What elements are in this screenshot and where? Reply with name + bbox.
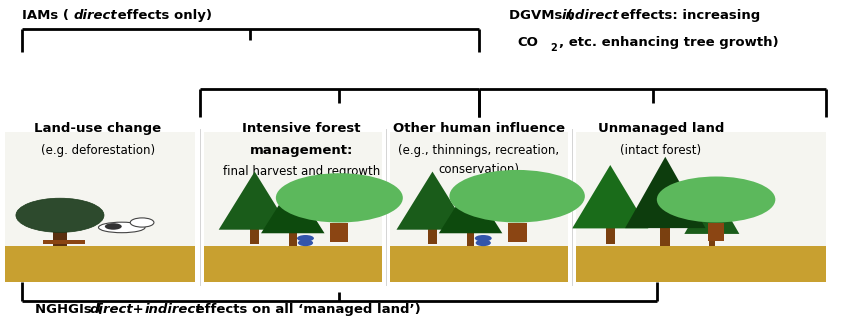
- Circle shape: [276, 173, 403, 222]
- Circle shape: [475, 235, 492, 242]
- Bar: [204, 246, 382, 282]
- Text: (e.g. deforestation): (e.g. deforestation): [41, 144, 155, 157]
- Bar: [390, 246, 568, 282]
- Text: effects: increasing: effects: increasing: [616, 9, 761, 22]
- Bar: [331, 222, 349, 242]
- Bar: [250, 224, 259, 244]
- Bar: [577, 246, 826, 282]
- Bar: [508, 222, 527, 242]
- Text: effects on all ‘managed land’): effects on all ‘managed land’): [191, 303, 421, 316]
- Text: Other human influence: Other human influence: [393, 122, 565, 135]
- Ellipse shape: [476, 240, 491, 246]
- Text: , etc. enhancing tree growth): , etc. enhancing tree growth): [559, 36, 778, 49]
- Text: direct: direct: [74, 9, 117, 22]
- Bar: [390, 132, 568, 246]
- Text: Land-use change: Land-use change: [35, 122, 162, 135]
- Bar: [5, 132, 195, 246]
- Circle shape: [105, 223, 122, 230]
- Polygon shape: [261, 183, 325, 233]
- Text: DGVMs (: DGVMs (: [509, 9, 572, 22]
- Bar: [204, 132, 382, 246]
- Text: 2: 2: [550, 44, 557, 53]
- Text: +: +: [128, 303, 148, 316]
- Text: conservation): conservation): [438, 163, 520, 176]
- Text: indirect: indirect: [145, 303, 202, 316]
- Bar: [709, 229, 715, 246]
- Ellipse shape: [98, 222, 145, 233]
- Text: indirect: indirect: [562, 9, 620, 22]
- Bar: [428, 224, 437, 244]
- Bar: [5, 246, 195, 282]
- Text: NGHGIs (: NGHGIs (: [35, 303, 102, 316]
- Bar: [577, 132, 826, 246]
- Polygon shape: [219, 172, 291, 230]
- Bar: [466, 228, 474, 246]
- Bar: [289, 228, 297, 246]
- Bar: [708, 222, 724, 241]
- Text: Intensive forest: Intensive forest: [242, 122, 360, 135]
- Polygon shape: [397, 172, 468, 230]
- Text: IAMs (: IAMs (: [22, 9, 69, 22]
- Circle shape: [131, 218, 154, 227]
- Polygon shape: [438, 183, 502, 233]
- Circle shape: [16, 198, 104, 232]
- Text: direct: direct: [90, 303, 133, 316]
- Polygon shape: [625, 157, 706, 228]
- Text: (intact forest): (intact forest): [621, 144, 701, 157]
- Bar: [661, 221, 670, 246]
- Text: Unmanaged land: Unmanaged land: [598, 122, 724, 135]
- Bar: [605, 222, 615, 244]
- Circle shape: [297, 235, 314, 242]
- Polygon shape: [572, 165, 649, 228]
- Text: CO: CO: [517, 36, 538, 49]
- Text: final harvest and regrowth: final harvest and regrowth: [223, 165, 380, 178]
- Bar: [53, 232, 66, 246]
- Ellipse shape: [298, 240, 313, 246]
- Text: (e.g., thinnings, recreation,: (e.g., thinnings, recreation,: [399, 144, 560, 157]
- Circle shape: [657, 177, 775, 222]
- Circle shape: [449, 170, 585, 222]
- Text: management:: management:: [249, 144, 353, 157]
- Text: effects only): effects only): [114, 9, 212, 22]
- Polygon shape: [684, 186, 739, 234]
- Bar: [43, 240, 86, 244]
